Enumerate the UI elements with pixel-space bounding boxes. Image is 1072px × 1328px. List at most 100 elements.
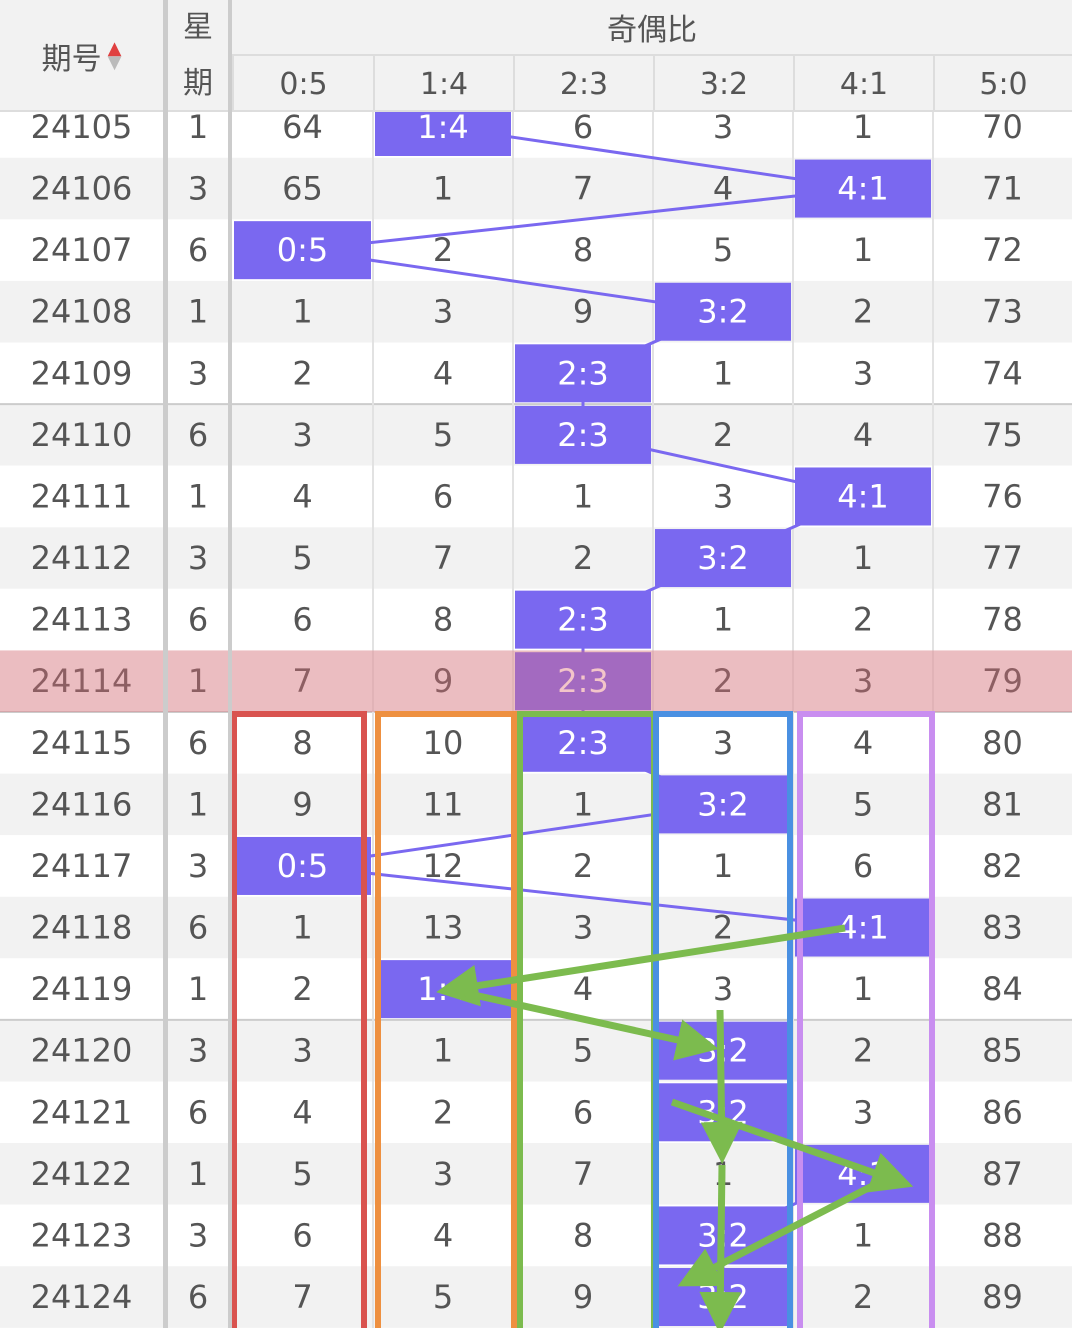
- count: 7: [573, 1155, 593, 1193]
- count: 89: [982, 1278, 1023, 1316]
- count: 2: [573, 539, 593, 577]
- row-bg: [0, 1019, 1072, 1082]
- period: 24107: [31, 231, 133, 269]
- count: 9: [573, 1278, 593, 1316]
- weekday: 1: [188, 1155, 208, 1193]
- count: 78: [982, 601, 1023, 639]
- weekday: 3: [188, 1032, 208, 1070]
- trend-line: [302, 864, 864, 930]
- count: 3:2: [697, 293, 749, 331]
- hit-cell: [515, 652, 651, 711]
- count: 7: [292, 662, 312, 700]
- period: 24118: [31, 909, 133, 947]
- count: 6: [573, 108, 593, 146]
- trend-line: [302, 187, 864, 252]
- period: 24105: [31, 108, 133, 146]
- row-bg: [0, 1266, 1072, 1328]
- count: 1: [433, 170, 453, 208]
- row-bg: [0, 280, 1072, 343]
- count: 1: [853, 231, 873, 269]
- weekday: 1: [188, 970, 208, 1008]
- count: 4:1: [837, 477, 889, 515]
- weekday: 1: [188, 785, 208, 823]
- count: 85: [982, 1032, 1023, 1070]
- hit-cell: [795, 467, 931, 526]
- count: 1: [853, 108, 873, 146]
- count: 1: [292, 293, 312, 331]
- count: 9: [573, 293, 593, 331]
- count: 2: [713, 909, 733, 947]
- count: 2: [433, 231, 453, 269]
- count: 0:5: [277, 847, 329, 885]
- count: 73: [982, 293, 1023, 331]
- count: 2: [713, 662, 733, 700]
- count: 5: [713, 231, 733, 269]
- count: 4: [433, 1216, 453, 1254]
- weekday: 6: [188, 601, 208, 639]
- period-label: 期号: [41, 42, 102, 77]
- divider: [163, 0, 168, 1328]
- weekday: 3: [188, 539, 208, 577]
- count: 3: [713, 477, 733, 515]
- count: 4: [433, 354, 453, 392]
- count: 5: [433, 1278, 453, 1316]
- weekday: 6: [188, 724, 208, 762]
- count: 4: [853, 724, 873, 762]
- count: 1: [573, 785, 593, 823]
- sort-icon[interactable]: ▲ ▼: [107, 38, 122, 73]
- count: 2: [713, 416, 733, 454]
- count: 1: [713, 354, 733, 392]
- count: 4: [292, 477, 312, 515]
- count: 8: [433, 601, 453, 639]
- count: 65: [282, 170, 323, 208]
- period: 24106: [31, 170, 133, 208]
- row-bg: [0, 1204, 1072, 1267]
- period: 24113: [31, 601, 133, 639]
- count: 72: [982, 231, 1023, 269]
- period: 24122: [31, 1155, 133, 1193]
- hit-cell: [795, 159, 931, 218]
- count: 2: [853, 293, 873, 331]
- count: 82: [982, 847, 1023, 885]
- count: 1: [573, 477, 593, 515]
- count: 8: [292, 724, 312, 762]
- count: 3: [853, 1093, 873, 1131]
- count: 2: [573, 847, 593, 885]
- count: 1: [853, 1216, 873, 1254]
- count: 3: [713, 970, 733, 1008]
- row-bg: [0, 1081, 1072, 1144]
- count: 9: [292, 785, 312, 823]
- count: 2:3: [557, 354, 609, 392]
- count: 2: [853, 1278, 873, 1316]
- hit-cell: [515, 405, 651, 464]
- count: 1: [853, 970, 873, 1008]
- count: 79: [982, 662, 1023, 700]
- period-header[interactable]: 期号 ▲ ▼: [0, 0, 163, 112]
- weekday: 1: [188, 108, 208, 146]
- count: 3: [292, 1032, 312, 1070]
- count: 74: [982, 354, 1023, 392]
- row-bg: [0, 527, 1072, 589]
- count: 6: [292, 601, 312, 639]
- count: 4:1: [837, 170, 889, 208]
- period: 24119: [31, 970, 133, 1008]
- period: 24120: [31, 1032, 133, 1070]
- divider: [228, 0, 232, 1328]
- count: 1: [292, 909, 312, 947]
- red-box: [231, 711, 367, 1328]
- row-bg: [0, 835, 1072, 897]
- count: 3: [573, 909, 593, 947]
- weekday: 6: [188, 1093, 208, 1131]
- period: 24124: [31, 1278, 133, 1316]
- count: 6: [573, 1093, 593, 1131]
- hit-cell: [655, 529, 791, 588]
- trend-line: [302, 248, 724, 314]
- count: 87: [982, 1155, 1023, 1193]
- count: 5: [292, 539, 312, 577]
- period: 24109: [31, 354, 133, 392]
- count: 2:3: [557, 724, 609, 762]
- count: 77: [982, 539, 1023, 577]
- count: 8: [573, 1216, 593, 1254]
- column-header: 2:3: [513, 56, 653, 112]
